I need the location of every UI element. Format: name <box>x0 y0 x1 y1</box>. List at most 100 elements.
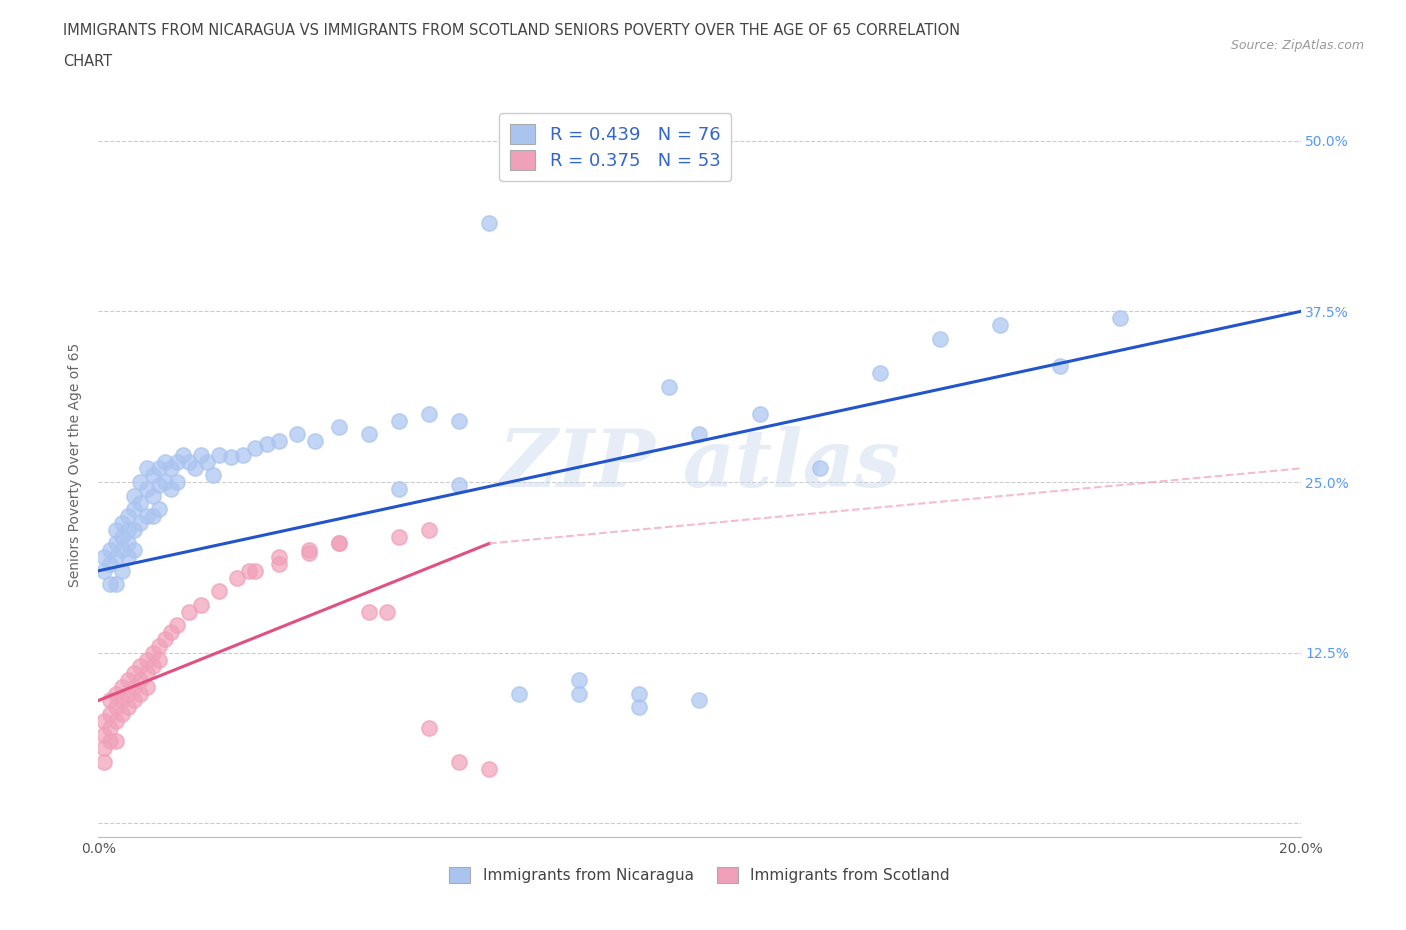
Point <box>267 550 290 565</box>
Point <box>328 536 350 551</box>
Point <box>117 686 139 701</box>
Point <box>135 680 157 695</box>
Point <box>447 413 470 428</box>
Point <box>219 450 242 465</box>
Point <box>100 734 122 749</box>
Point <box>159 482 181 497</box>
Point <box>105 686 128 701</box>
Point <box>141 468 163 483</box>
Point <box>256 436 278 451</box>
Point <box>111 564 134 578</box>
Point <box>129 474 152 489</box>
Point <box>208 584 231 599</box>
Text: ZIP atlas: ZIP atlas <box>498 426 901 504</box>
Point <box>357 604 380 619</box>
Point <box>93 713 115 728</box>
Point <box>418 523 440 538</box>
Point <box>105 734 128 749</box>
Point <box>232 447 254 462</box>
Point <box>267 556 290 571</box>
Point <box>388 529 411 544</box>
Point <box>124 543 146 558</box>
Point <box>124 502 146 517</box>
Point <box>628 700 651 715</box>
Point <box>111 693 134 708</box>
Point <box>298 543 321 558</box>
Point <box>166 474 188 489</box>
Point <box>243 441 266 456</box>
Point <box>195 454 218 469</box>
Point <box>328 420 350 435</box>
Point <box>153 631 176 646</box>
Point <box>201 468 224 483</box>
Point <box>568 672 591 687</box>
Point <box>190 597 212 612</box>
Point <box>105 536 128 551</box>
Point <box>388 482 411 497</box>
Point <box>478 215 501 230</box>
Point <box>93 727 115 742</box>
Point <box>447 477 470 492</box>
Point <box>124 488 146 503</box>
Point <box>628 686 651 701</box>
Point <box>208 447 231 462</box>
Point <box>183 461 205 476</box>
Point <box>267 433 290 448</box>
Point <box>808 461 831 476</box>
Point <box>105 577 128 591</box>
Point <box>748 406 770 421</box>
Point <box>238 564 260 578</box>
Point <box>117 700 139 715</box>
Point <box>105 700 128 715</box>
Point <box>100 556 122 571</box>
Point <box>129 659 152 674</box>
Point <box>148 638 170 653</box>
Point <box>418 406 440 421</box>
Point <box>105 523 128 538</box>
Point <box>172 447 194 462</box>
Point <box>111 707 134 722</box>
Point <box>689 693 711 708</box>
Point <box>166 454 188 469</box>
Point <box>304 433 326 448</box>
Point <box>124 666 146 681</box>
Point <box>135 652 157 667</box>
Point <box>111 680 134 695</box>
Point <box>117 550 139 565</box>
Point <box>388 413 411 428</box>
Point <box>328 536 350 551</box>
Point <box>478 762 501 777</box>
Point <box>117 523 139 538</box>
Point <box>111 543 134 558</box>
Text: IMMIGRANTS FROM NICARAGUA VS IMMIGRANTS FROM SCOTLAND SENIORS POVERTY OVER THE A: IMMIGRANTS FROM NICARAGUA VS IMMIGRANTS … <box>63 23 960 38</box>
Point <box>153 454 176 469</box>
Point <box>129 515 152 530</box>
Point <box>141 488 163 503</box>
Point <box>508 686 530 701</box>
Point <box>929 331 952 346</box>
Point <box>190 447 212 462</box>
Point <box>111 515 134 530</box>
Point <box>225 570 247 585</box>
Text: CHART: CHART <box>63 54 112 69</box>
Point <box>111 529 134 544</box>
Point <box>105 550 128 565</box>
Point <box>243 564 266 578</box>
Point <box>117 536 139 551</box>
Point <box>166 618 188 632</box>
Point <box>148 477 170 492</box>
Point <box>129 495 152 510</box>
Point <box>298 546 321 561</box>
Point <box>869 365 891 380</box>
Point <box>117 509 139 524</box>
Point <box>568 686 591 701</box>
Point <box>129 686 152 701</box>
Point <box>135 482 157 497</box>
Point <box>153 474 176 489</box>
Point <box>124 693 146 708</box>
Text: Source: ZipAtlas.com: Source: ZipAtlas.com <box>1230 39 1364 52</box>
Point <box>100 721 122 736</box>
Point <box>689 427 711 442</box>
Point <box>135 666 157 681</box>
Point <box>988 318 1011 333</box>
